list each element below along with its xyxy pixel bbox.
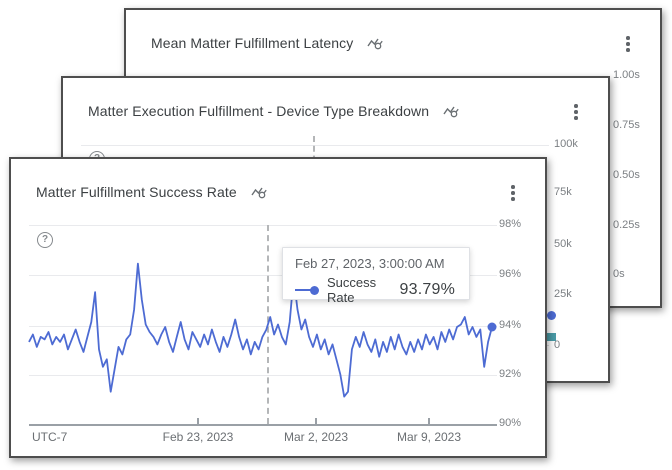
chart-insights-icon[interactable] bbox=[251, 185, 268, 200]
success-rate-series-line bbox=[28, 262, 493, 398]
series-end-marker-square bbox=[547, 333, 556, 341]
y-axis-label: 50k bbox=[554, 238, 572, 250]
chart-card-success-rate: Matter Fulfillment Success Rate ? 98% 96… bbox=[9, 157, 547, 458]
card-header: Matter Execution Fulfillment - Device Ty… bbox=[88, 103, 460, 119]
timezone-label: UTC-7 bbox=[32, 430, 68, 444]
gridline-98 bbox=[29, 225, 497, 226]
gridline-92 bbox=[29, 375, 497, 376]
series-end-marker-circle bbox=[547, 311, 556, 320]
y-axis-label: 0 bbox=[554, 339, 561, 351]
y-axis-label: 100k bbox=[554, 138, 578, 150]
chart-insights-icon[interactable] bbox=[367, 36, 384, 51]
gridline-94 bbox=[29, 326, 497, 327]
series-color-marker bbox=[295, 285, 319, 295]
y-axis-label: 25k bbox=[554, 288, 572, 300]
y-axis-label: 75k bbox=[554, 186, 572, 198]
more-options-button[interactable] bbox=[506, 184, 520, 202]
tooltip-timestamp: Feb 27, 2023, 3:00:00 AM bbox=[295, 256, 445, 271]
x-axis-tick bbox=[197, 418, 199, 424]
x-axis-tick bbox=[315, 418, 317, 424]
card-header: Mean Matter Fulfillment Latency bbox=[151, 35, 384, 51]
tooltip-value: 93.79% bbox=[399, 281, 455, 298]
y-axis-label: 1.00s bbox=[613, 69, 640, 81]
y-axis-label: 98% bbox=[499, 218, 522, 230]
y-axis-label: 0.75s bbox=[613, 119, 640, 131]
card-title: Matter Fulfillment Success Rate bbox=[36, 184, 237, 200]
success-rate-line-chart[interactable] bbox=[28, 220, 497, 425]
gridline-96 bbox=[29, 275, 497, 276]
series-end-marker-circle bbox=[487, 322, 497, 332]
x-axis-tick bbox=[428, 418, 430, 424]
chart-insights-icon[interactable] bbox=[443, 104, 460, 119]
y-axis-label: 0.50s bbox=[613, 169, 640, 181]
x-axis-label: Feb 23, 2023 bbox=[162, 430, 234, 444]
y-axis-label: 90% bbox=[499, 417, 522, 429]
y-axis-label: 0s bbox=[613, 268, 625, 280]
card-header: Matter Fulfillment Success Rate bbox=[36, 184, 268, 200]
chart-tooltip: Feb 27, 2023, 3:00:00 AM Success Rate 93… bbox=[282, 247, 470, 305]
x-axis-line bbox=[29, 424, 497, 426]
y-axis-label: 94% bbox=[499, 319, 522, 331]
card-title: Matter Execution Fulfillment - Device Ty… bbox=[88, 103, 430, 119]
x-axis-label: Mar 2, 2023 bbox=[283, 430, 349, 444]
y-axis-label: 96% bbox=[499, 268, 522, 280]
tooltip-series-label: Success Rate bbox=[327, 275, 377, 305]
x-axis-label: Mar 9, 2023 bbox=[396, 430, 462, 444]
y-axis-label: 92% bbox=[499, 368, 522, 380]
more-options-button[interactable] bbox=[569, 103, 583, 121]
more-options-button[interactable] bbox=[621, 35, 635, 53]
card-title: Mean Matter Fulfillment Latency bbox=[151, 35, 354, 51]
y-axis-label: 0.25s bbox=[613, 219, 640, 231]
gridline-100k bbox=[81, 145, 549, 146]
help-icon[interactable]: ? bbox=[37, 232, 53, 248]
